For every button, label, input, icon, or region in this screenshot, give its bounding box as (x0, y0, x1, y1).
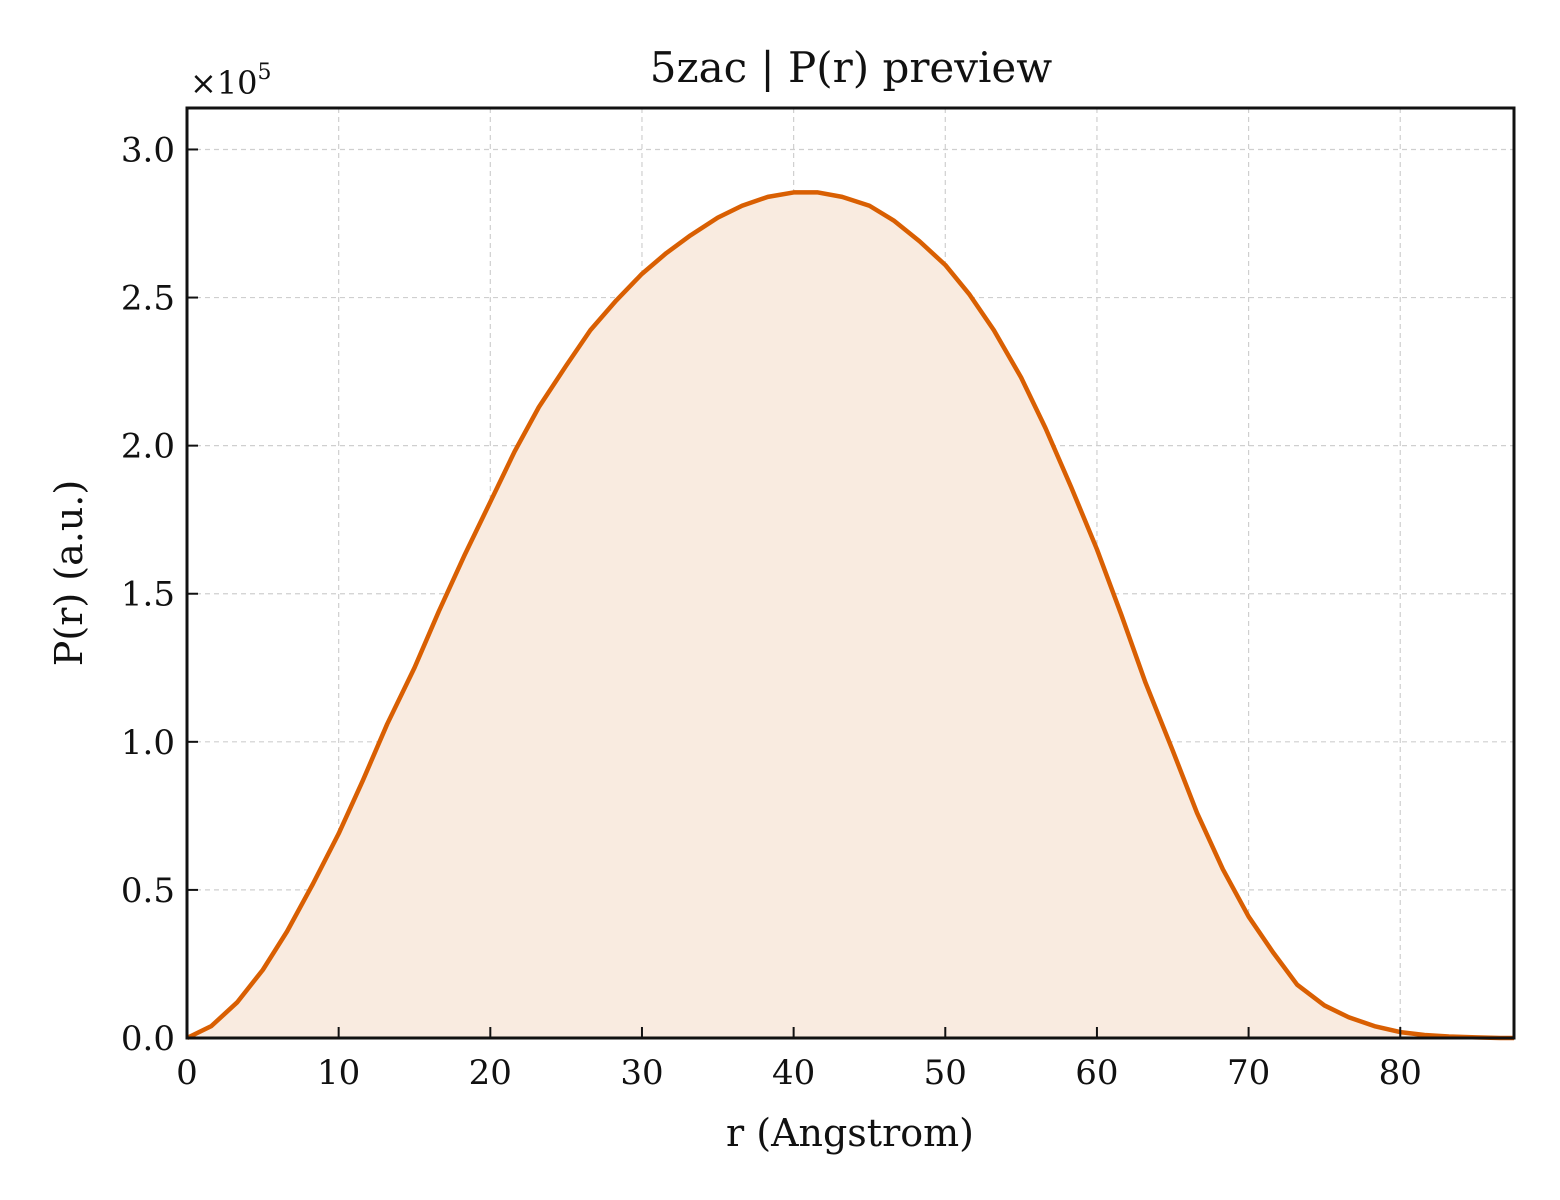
y-tick-label: 0.0 (121, 1019, 175, 1059)
x-tick-label: 40 (772, 1053, 815, 1093)
y-tick-label: 1.5 (121, 575, 175, 615)
y-tick-label: 3.0 (121, 130, 175, 170)
x-tick-label: 30 (620, 1053, 663, 1093)
series-line (186, 190, 1514, 1041)
x-tick-label: 80 (1379, 1053, 1422, 1093)
x-tick-label: 70 (1227, 1053, 1270, 1093)
x-tick-label: 20 (469, 1053, 512, 1093)
y-multiplier-exponent: 5 (258, 60, 272, 85)
x-tick-label: 0 (176, 1053, 198, 1093)
y-multiplier-label: ×105 (190, 60, 272, 102)
y-tick-label: 1.0 (121, 723, 175, 763)
x-tick-label: 50 (924, 1053, 967, 1093)
tick-layer: 0 10 20 30 40 50 60 70 80 0.0 0.5 1.0 1.5 2.0 2.5 3.0 (121, 130, 1422, 1093)
x-axis-label: r (Angstrom) (726, 1111, 974, 1155)
x-tick-label: 10 (317, 1053, 360, 1093)
x-tick-label: 60 (1075, 1053, 1118, 1093)
y-tick-label: 2.5 (121, 279, 175, 319)
y-multiplier-base: ×10 (190, 64, 258, 102)
area-fill (187, 192, 1514, 1038)
y-tick-label: 2.0 (121, 427, 175, 467)
y-axis-label: P(r) (a.u.) (47, 480, 91, 666)
plot-frame (185, 106, 1516, 1040)
y-tick-label: 0.5 (121, 871, 175, 911)
chart-title: 5zac | P(r) preview (650, 43, 1053, 92)
